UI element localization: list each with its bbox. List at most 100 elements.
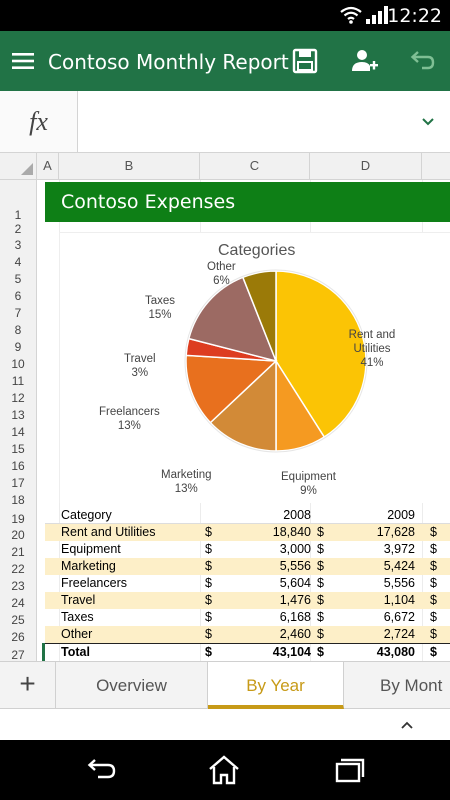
pie-label-taxes: Taxes 15% [145,295,176,321]
formula-bar: fx [0,91,450,153]
value-2008-cell: 3,000 [279,542,311,556]
select-all-corner[interactable] [0,153,37,179]
row-header-cell[interactable]: 21 [11,545,25,559]
value-2009-cell: 6,672 [383,610,415,624]
category-cell: Rent and Utilities [61,525,156,539]
currency-cell: $ [317,627,324,641]
table-row[interactable]: Freelancers $5,604 $5,556 $ [45,575,450,592]
row-header-cell[interactable]: 7 [14,306,22,320]
row-header-cell[interactable]: 26 [11,630,25,644]
row-header-cell[interactable]: 9 [14,340,22,354]
row-header-cell[interactable]: 13 [11,408,25,422]
row-header-cell[interactable]: 25 [11,613,25,627]
wifi-icon [340,6,362,29]
row-header-cell[interactable]: 2 [14,222,22,236]
table-total-row[interactable]: Total $ 43,104 $ 43,080 $ [45,643,450,660]
home-icon[interactable] [206,755,242,785]
value-2008-cell: 6,168 [279,610,311,624]
category-cell: Other [61,627,93,641]
chevron-up-icon[interactable] [400,717,414,735]
row-header-cell[interactable]: 5 [14,272,22,286]
back-icon[interactable] [82,755,118,785]
row-header-cell[interactable]: 16 [11,459,25,473]
currency-cell: $ [317,593,324,607]
status-bar: 12:22 [0,0,450,31]
selected-cell-indicator [42,643,45,661]
category-cell: Travel [61,593,96,607]
row-header-cell[interactable]: 12 [11,391,25,405]
row-header-cell[interactable]: 20 [11,528,25,542]
tab-by-month[interactable]: By Mont [380,676,443,695]
fx-button[interactable]: fx [0,91,78,152]
worksheet[interactable]: Contoso Expenses Categories Other 6% Taxe… [37,180,450,661]
pie-label-equipment: Equipment 9% [281,471,336,497]
currency-cell: $ [205,525,212,539]
pie-label-freelancers: Freelancers 13% [99,406,160,432]
value-2009-cell: 3,972 [383,542,415,556]
pie-slice-taxes[interactable] [187,276,278,363]
value-2008-cell: 5,604 [279,576,311,590]
table-row[interactable]: Equipment $3,000 $3,972 $ [45,541,450,558]
row-header-cell[interactable]: 10 [11,357,25,371]
table-row[interactable]: Other $2,460 $2,724 $ [45,626,450,643]
row-header-cell[interactable]: 14 [11,425,25,439]
chevron-down-icon[interactable] [420,115,436,133]
currency-cell: $ [430,610,437,624]
row-header-cell[interactable]: 1 [14,208,22,222]
currency-cell: $ [430,593,437,607]
column-header: A B C D [0,153,450,180]
value-2009-cell: 2,724 [383,627,415,641]
category-cell: Taxes [61,610,94,624]
table-header-row[interactable]: Category 2008 2009 [45,507,450,524]
currency-cell: $ [317,542,324,556]
add-sheet-button[interactable]: + [0,662,56,709]
value-2008-cell: 18,840 [272,525,311,539]
column-header-a[interactable]: A [37,153,59,179]
row-header-cell[interactable]: 11 [11,374,25,388]
pie-chart[interactable] [59,232,450,503]
row-header-cell[interactable]: 6 [14,289,22,303]
undo-icon[interactable] [404,44,438,78]
table-row[interactable]: Taxes $6,168 $6,672 $ [45,609,450,626]
row-header-cell[interactable]: 15 [11,442,25,456]
tab-by-year[interactable]: By Year [208,662,344,709]
value-2008-cell: 5,556 [279,559,311,573]
value-2008-cell: 2,460 [279,627,311,641]
formula-input[interactable] [80,91,400,152]
pie-slice-freelancers[interactable] [185,354,278,424]
column-header-b[interactable]: B [59,153,200,179]
value-2009-cell: 1,104 [383,593,415,607]
row-header-cell[interactable]: 18 [11,493,25,507]
row-header-cell[interactable]: 22 [11,562,25,576]
row-header-cell[interactable]: 19 [11,512,25,526]
column-header-c[interactable]: C [200,153,310,179]
share-person-icon[interactable] [347,44,381,78]
row-header-cell[interactable]: 17 [11,476,25,490]
pie-label-marketing: Marketing 13% [161,469,212,495]
column-header-d[interactable]: D [310,153,422,179]
category-cell: Equipment [61,542,121,556]
app-bar: Contoso Monthly Report [0,31,450,91]
recent-apps-icon[interactable] [332,755,368,785]
row-header-cell[interactable]: 3 [14,238,22,252]
table-row[interactable]: Rent and Utilities $18,840 $17,628 $ [45,524,450,541]
pie-outline [184,269,368,453]
system-nav-bar [0,740,450,800]
currency-cell: $ [205,593,212,607]
currency-cell: $ [317,559,324,573]
menu-icon[interactable] [10,48,36,74]
row-header-cell[interactable]: 8 [14,323,22,337]
table-row[interactable]: Travel $1,476 $1,104 $ [45,592,450,609]
save-icon[interactable] [288,44,322,78]
row-header-cell[interactable]: 4 [14,255,22,269]
currency-cell: $ [430,576,437,590]
pie-slice-other[interactable] [241,270,277,362]
tab-overview[interactable]: Overview [56,662,208,709]
row-header-cell[interactable]: 23 [11,579,25,593]
currency-cell: $ [317,576,324,590]
row-header-cell[interactable]: 27 [11,648,25,661]
currency-cell: $ [317,525,324,539]
table-row[interactable]: Marketing $5,556 $5,424 $ [45,558,450,575]
pie-slice-marketing[interactable] [209,359,277,452]
row-header-cell[interactable]: 24 [11,596,25,610]
